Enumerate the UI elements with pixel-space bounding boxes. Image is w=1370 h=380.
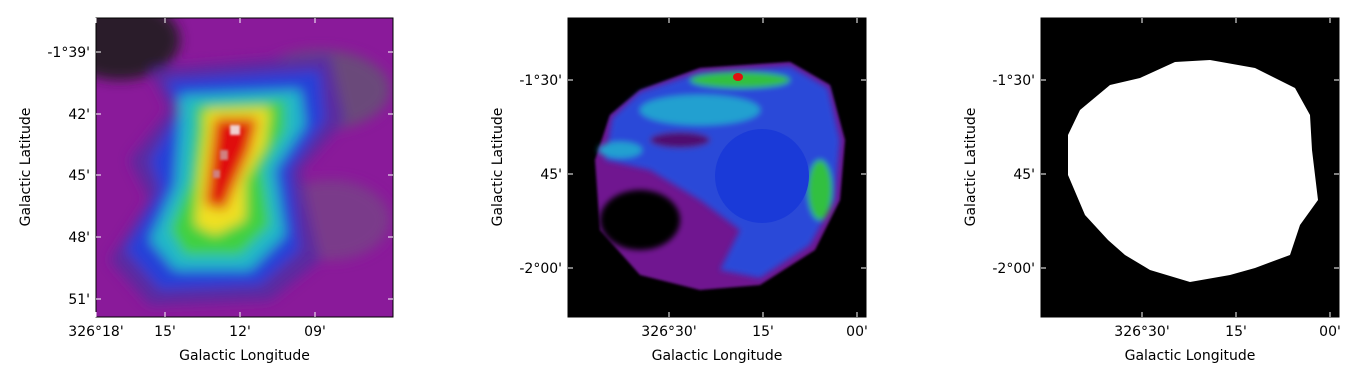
y-tick-label: 45'	[68, 168, 90, 184]
x-tick-label: 00'	[846, 324, 868, 340]
x-tick-label: 00'	[1319, 324, 1341, 340]
x-tick-label: 09'	[304, 324, 326, 340]
axes-frame	[95, 17, 394, 318]
y-tick-label: 45'	[1013, 167, 1035, 183]
x-tick-label: 326°30'	[1114, 324, 1169, 340]
y-tick-label: 42'	[68, 107, 90, 123]
y-axis-label: Galactic Latitude	[963, 108, 979, 227]
y-tick-label: 48'	[68, 230, 90, 246]
x-tick-label: 12'	[229, 324, 251, 340]
x-axis-label: Galactic Longitude	[179, 348, 310, 364]
image-1	[96, 18, 393, 317]
y-tick-label: 51'	[68, 292, 90, 308]
x-tick-label: 15'	[154, 324, 176, 340]
axes-frame	[1040, 17, 1340, 318]
x-axis-label: Galactic Longitude	[652, 348, 783, 364]
y-tick-label: 45'	[540, 167, 562, 183]
x-tick-label: 326°30'	[641, 324, 696, 340]
y-axis-label: Galactic Latitude	[18, 108, 34, 227]
axes-frame	[567, 17, 867, 318]
x-tick-label: 15'	[752, 324, 774, 340]
y-axis-label: Galactic Latitude	[490, 108, 506, 227]
x-tick-label: 15'	[1225, 324, 1247, 340]
y-tick-label: -1°30'	[992, 73, 1035, 89]
x-tick-label: 326°18'	[68, 324, 123, 340]
y-tick-label: -2°00'	[992, 261, 1035, 277]
image-2	[568, 18, 866, 317]
y-tick-label: -1°30'	[519, 73, 562, 89]
x-axis-label: Galactic Longitude	[1125, 348, 1256, 364]
y-tick-label: -1°39'	[47, 45, 90, 61]
mask	[1068, 60, 1318, 282]
y-tick-label: -2°00'	[519, 261, 562, 277]
